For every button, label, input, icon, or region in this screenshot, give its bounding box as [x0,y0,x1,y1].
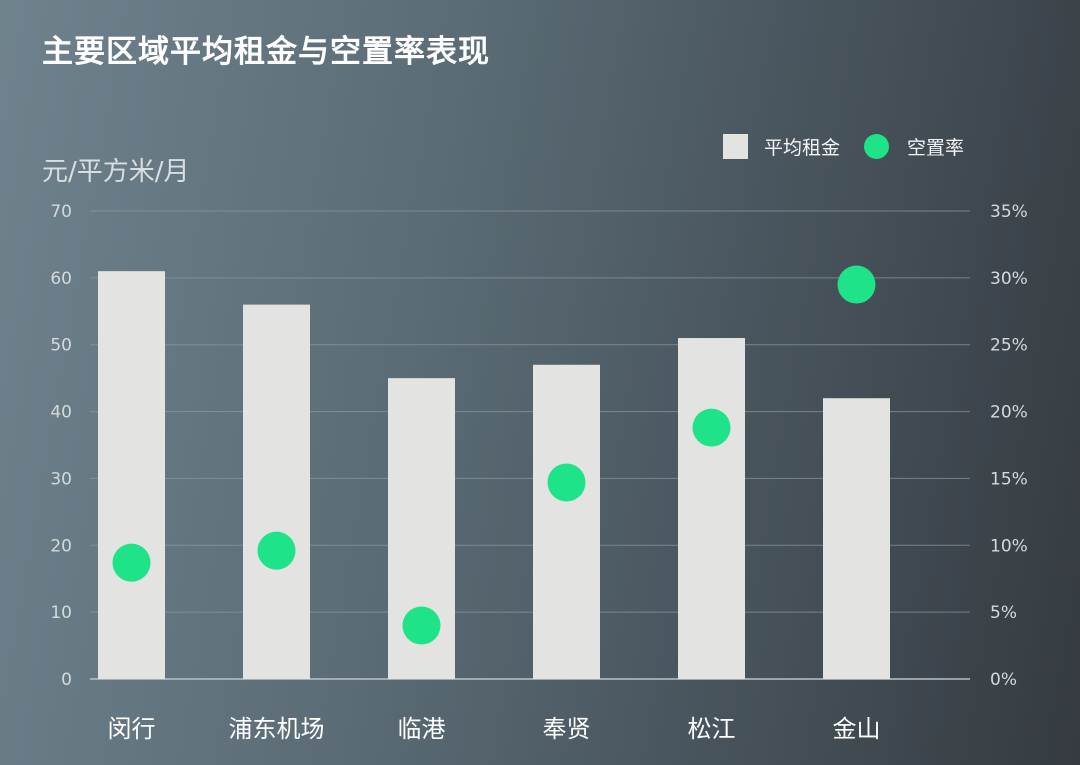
left-axis-tick-label: 50 [50,336,72,356]
x-axis-category-label: 浦东机场 [229,715,325,743]
legend-item-vacancy: 空置率 [864,133,964,160]
x-axis-category-label: 临港 [398,715,446,743]
left-axis-tick-label: 40 [50,403,72,423]
legend-label-rent: 平均租金 [764,137,841,159]
rent-bar [678,338,745,679]
left-axis-tick-label: 0 [61,670,72,690]
right-axis-tick-label: 30% [990,269,1028,289]
rent-bar [533,364,600,679]
left-axis-tick-label: 60 [50,269,72,289]
left-axis-tick-label: 70 [50,202,72,222]
rent-bar [98,271,165,679]
x-axis-category-label: 金山 [833,715,881,743]
vacancy-dot [257,531,296,570]
vacancy-dot [837,265,876,304]
vacancy-dot [547,463,586,502]
right-axis-tick-label: 25% [990,336,1028,356]
right-axis-tick-label: 20% [990,403,1028,423]
vacancy-dot [692,408,731,447]
right-axis-tick-label: 15% [990,469,1028,489]
legend-swatch-rent [723,134,748,159]
vacancy-dot [402,606,441,645]
right-axis-tick-label: 35% [990,202,1028,222]
right-axis-tick-label: 5% [990,603,1017,623]
left-axis-tick-label: 20 [50,536,72,556]
x-axis-category-label: 奉贤 [543,715,591,743]
left-axis-unit-label: 元/平方米/月 [42,157,190,187]
left-axis-tick-label: 10 [50,603,72,623]
chart-legend: 平均租金 空置率 [723,133,964,160]
rent-bar [243,304,310,679]
right-axis-tick-label: 10% [990,536,1028,556]
legend-swatch-vacancy [864,134,890,159]
chart-title: 主要区域平均租金与空置率表现 [42,34,490,70]
legend-label-vacancy: 空置率 [907,137,965,159]
x-axis-category-label: 闵行 [108,715,156,743]
left-axis-tick-label: 30 [50,469,72,489]
legend-item-rent: 平均租金 [723,133,840,160]
x-axis-category-label: 松江 [688,715,736,743]
vacancy-dot [112,543,151,582]
rent-bar [823,398,890,679]
right-axis-tick-label: 0% [990,670,1017,690]
